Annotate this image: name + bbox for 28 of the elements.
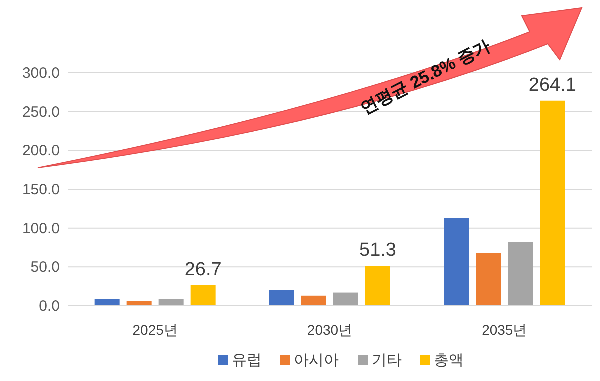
y-tick-label: 250.0 [22,104,60,121]
data-label: 26.7 [184,259,222,280]
y-tick-label: 100.0 [22,220,60,238]
data-label: 264.1 [528,74,576,96]
data-label: 51.3 [360,240,396,262]
bar [508,242,534,306]
bar [158,299,184,306]
y-tick-label: 150.0 [22,182,60,198]
legend-label: 유럽 [232,352,262,369]
legend-label: 기타 [372,352,402,369]
x-tick-label: 2030년 [307,322,353,338]
bar [476,253,502,306]
bar [302,296,326,306]
y-tick-label: 0.0 [39,298,60,315]
bar [334,292,358,306]
y-tick-label: 200.0 [22,142,60,160]
y-tick-label: 50.0 [30,259,60,276]
x-tick-label: 2025년 [132,322,178,338]
bar [270,290,294,306]
bar [94,299,120,306]
bar [190,285,216,306]
bar [540,100,566,306]
legend-label: 아시아 [294,352,339,369]
y-tick-label: 300.0 [22,65,60,82]
bar [366,266,390,306]
bar [444,218,470,306]
legend-label: 총액 [434,352,464,369]
x-tick-label: 2035년 [482,322,528,338]
